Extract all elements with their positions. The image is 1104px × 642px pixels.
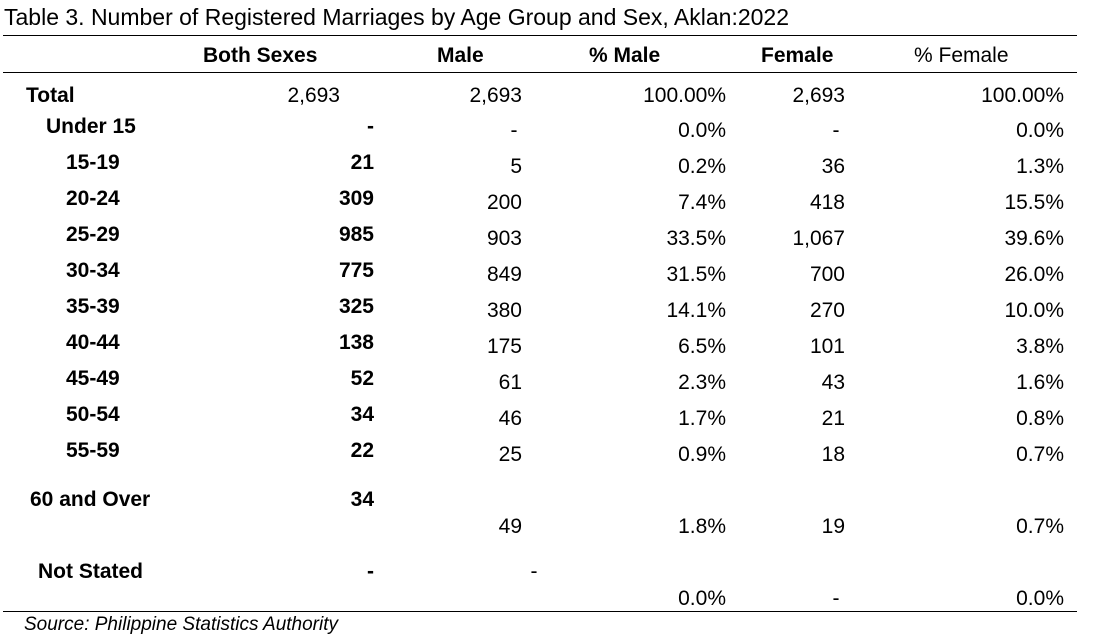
header-pct-female: % Female xyxy=(914,44,1009,67)
cell-both-sexes: 138 xyxy=(338,331,374,354)
cell-male: 49 xyxy=(498,515,522,538)
row-label: 50-54 xyxy=(66,403,120,426)
cell-female: 270 xyxy=(809,299,845,322)
cell-pct-male: 2.3% xyxy=(678,371,726,394)
cell-pct-male: 0.0% xyxy=(678,587,726,610)
cell-pct-male: 7.4% xyxy=(678,191,726,214)
cell-male: 903 xyxy=(486,227,522,250)
cell-pct-female: 0.8% xyxy=(1016,407,1064,430)
cell-male: 5 xyxy=(510,155,522,178)
row-label: 20-24 xyxy=(66,187,120,210)
cell-both-sexes: 34 xyxy=(350,403,374,426)
cell-pct-female: 10.0% xyxy=(1004,299,1064,322)
cell-male: 25 xyxy=(498,443,522,466)
row-label: 60 and Over xyxy=(30,488,151,511)
row-label: 40-44 xyxy=(66,331,120,354)
cell-pct-female: 0.7% xyxy=(1016,443,1064,466)
cell-female: 36 xyxy=(821,155,845,178)
cell-both-sexes: 52 xyxy=(350,367,374,390)
cell-both-sexes: 985 xyxy=(338,223,374,246)
cell-both-sexes: 325 xyxy=(338,295,374,318)
source-note: Source: Philippine Statistics Authority xyxy=(24,614,339,635)
cell-male: 175 xyxy=(486,335,522,358)
cell-both-sexes: 2,693 xyxy=(287,84,340,107)
cell-pct-male: 100.00% xyxy=(643,84,726,107)
header-both-sexes: Both Sexes xyxy=(203,44,318,67)
cell-pct-male: 6.5% xyxy=(678,335,726,358)
cell-pct-female: 0.0% xyxy=(1016,587,1064,610)
header-bottom-rule xyxy=(3,72,1077,73)
cell-pct-female: 3.8% xyxy=(1016,335,1064,358)
header-pct-male: % Male xyxy=(589,44,661,67)
row-label: 25-29 xyxy=(66,223,120,246)
cell-pct-male: 0.0% xyxy=(678,119,726,142)
cell-male: - xyxy=(530,560,538,583)
header-top-rule xyxy=(3,35,1077,36)
cell-pct-female: 0.7% xyxy=(1016,515,1064,538)
cell-female: 1,067 xyxy=(792,227,845,250)
cell-both-sexes: - xyxy=(367,115,374,138)
row-label: Not Stated xyxy=(38,560,143,583)
row-label: 30-34 xyxy=(66,259,120,282)
row-label: 15-19 xyxy=(66,151,120,174)
cell-pct-male: 1.7% xyxy=(678,407,726,430)
cell-pct-female: 1.6% xyxy=(1016,371,1064,394)
cell-female: - xyxy=(832,587,840,610)
row-label: 45-49 xyxy=(66,367,120,390)
cell-both-sexes: - xyxy=(367,560,374,583)
cell-female: 2,693 xyxy=(792,84,845,107)
row-label: 35-39 xyxy=(66,295,120,318)
cell-male: 380 xyxy=(486,299,522,322)
cell-female: - xyxy=(832,119,840,142)
cell-pct-female: 1.3% xyxy=(1016,155,1064,178)
cell-pct-female: 39.6% xyxy=(1004,227,1064,250)
header-female: Female xyxy=(761,44,834,67)
cell-pct-female: 100.00% xyxy=(981,84,1064,107)
cell-female: 43 xyxy=(821,371,845,394)
cell-pct-male: 14.1% xyxy=(666,299,726,322)
cell-pct-male: 0.9% xyxy=(678,443,726,466)
cell-male: 200 xyxy=(486,191,522,214)
cell-female: 700 xyxy=(809,263,845,286)
cell-pct-female: 15.5% xyxy=(1004,191,1064,214)
cell-pct-female: 26.0% xyxy=(1004,263,1064,286)
cell-both-sexes: 34 xyxy=(350,488,374,511)
cell-female: 18 xyxy=(821,443,845,466)
table-title: Table 3. Number of Registered Marriages … xyxy=(4,4,790,30)
cell-both-sexes: 21 xyxy=(350,151,374,174)
cell-pct-male: 31.5% xyxy=(666,263,726,286)
cell-pct-male: 1.8% xyxy=(678,515,726,538)
cell-pct-male: 0.2% xyxy=(678,155,726,178)
cell-female: 418 xyxy=(809,191,845,214)
row-label: Total xyxy=(26,84,75,107)
cell-male: 46 xyxy=(498,407,522,430)
header-male: Male xyxy=(437,44,484,67)
cell-pct-female: 0.0% xyxy=(1016,119,1064,142)
cell-male: 849 xyxy=(486,263,522,286)
row-label: 55-59 xyxy=(66,439,120,462)
cell-male: 61 xyxy=(498,371,522,394)
cell-pct-male: 33.5% xyxy=(666,227,726,250)
table-bottom-rule xyxy=(3,611,1077,612)
cell-male: - xyxy=(510,119,518,142)
cell-both-sexes: 309 xyxy=(338,187,374,210)
cell-male: 2,693 xyxy=(469,84,522,107)
cell-female: 19 xyxy=(821,515,845,538)
cell-both-sexes: 22 xyxy=(350,439,374,462)
cell-female: 21 xyxy=(821,407,845,430)
cell-both-sexes: 775 xyxy=(338,259,374,282)
row-label: Under 15 xyxy=(46,115,136,138)
cell-female: 101 xyxy=(809,335,845,358)
